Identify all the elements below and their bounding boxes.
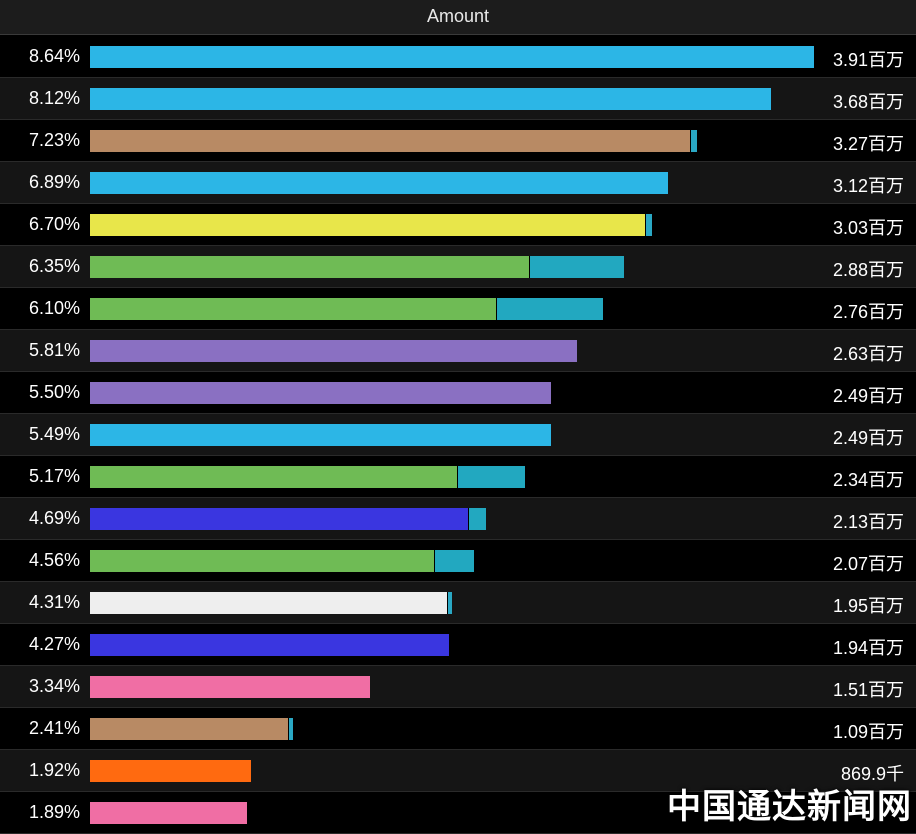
percent-label: 1.92%: [28, 760, 80, 780]
bar-segment: [90, 550, 434, 572]
bar-segment: [90, 88, 771, 110]
percent-label: 5.17%: [28, 466, 80, 486]
percent-label: 4.69%: [28, 508, 80, 528]
bar-segment-secondary: [457, 466, 525, 488]
percent-label: 2.41%: [28, 718, 80, 738]
bar-segment-secondary: [496, 298, 603, 320]
bar-segment-secondary: [529, 256, 624, 278]
bar-segment: [90, 130, 690, 152]
bar-segment: [90, 592, 447, 614]
bar-row: 4.69% 2.13百万: [0, 498, 916, 540]
percent-label: 8.12%: [28, 88, 80, 108]
amount-label: 3.03百万: [832, 218, 904, 238]
bar-row: 6.10% 2.76百万: [0, 288, 916, 330]
amount-label: 2.13百万: [832, 512, 904, 532]
bar-row: 2.41% 1.09百万: [0, 708, 916, 750]
bar-row: 7.23% 3.27百万: [0, 120, 916, 162]
bar-row: 6.89% 3.12百万: [0, 162, 916, 204]
bar-segment: [90, 340, 577, 362]
amount-label: 3.91百万: [832, 50, 904, 70]
percent-label: 6.70%: [28, 214, 80, 234]
bar-segment-secondary: [645, 214, 652, 236]
amount-label: 2.76百万: [832, 302, 904, 322]
bar-segment-secondary: [288, 718, 293, 740]
chart-header: Amount: [0, 0, 916, 35]
amount-label: 2.63百万: [832, 344, 904, 364]
bar-segment: [90, 466, 457, 488]
bar-segment: [90, 298, 496, 320]
bar-segment-secondary: [690, 130, 697, 152]
amount-label: 2.49百万: [832, 386, 904, 406]
bar-row: 5.17% 2.34百万: [0, 456, 916, 498]
bar-row: 8.64% 3.91百万: [0, 36, 916, 78]
amount-label: 2.34百万: [832, 470, 904, 490]
bar-row: 6.70% 3.03百万: [0, 204, 916, 246]
percent-label: 6.89%: [28, 172, 80, 192]
percent-label: 7.23%: [28, 130, 80, 150]
bar-segment: [90, 802, 247, 824]
bar-row: 1.92% 869.9千: [0, 750, 916, 792]
percent-label: 3.34%: [28, 676, 80, 696]
amount-label: 1.94百万: [832, 638, 904, 658]
amount-label: 1.95百万: [832, 596, 904, 616]
bar-segment: [90, 46, 814, 68]
bar-row: 4.31% 1.95百万: [0, 582, 916, 624]
percent-label: 6.10%: [28, 298, 80, 318]
bar-segment: [90, 214, 645, 236]
bar-row: 8.12% 3.68百万: [0, 78, 916, 120]
percent-label: 6.35%: [28, 256, 80, 276]
bar-row: 1.89%: [0, 792, 916, 834]
amount-label: 3.68百万: [832, 92, 904, 112]
bar-segment: [90, 508, 468, 530]
amount-label: 2.07百万: [832, 554, 904, 574]
amount-label: 2.49百万: [832, 428, 904, 448]
bar-row: 5.81% 2.63百万: [0, 330, 916, 372]
bar-segment: [90, 424, 551, 446]
bar-segment-secondary: [468, 508, 486, 530]
bar-segment: [90, 382, 551, 404]
amount-label: 1.51百万: [832, 680, 904, 700]
bar-segment-secondary: [447, 592, 452, 614]
bar-segment-secondary: [434, 550, 474, 572]
bar-segment: [90, 760, 251, 782]
bar-row: 3.34% 1.51百万: [0, 666, 916, 708]
percent-label: 8.64%: [28, 46, 80, 66]
percent-label: 4.27%: [28, 634, 80, 654]
amount-label: 3.27百万: [832, 134, 904, 154]
amount-label: 2.88百万: [832, 260, 904, 280]
amount-label: 3.12百万: [832, 176, 904, 196]
percent-label: 5.49%: [28, 424, 80, 444]
bar-segment: [90, 676, 370, 698]
watermark-text: 中国通达新闻网: [667, 788, 912, 826]
percent-label: 5.81%: [28, 340, 80, 360]
bar-segment: [90, 256, 529, 278]
bar-segment: [90, 718, 288, 740]
bar-row: 5.50% 2.49百万: [0, 372, 916, 414]
bar-row: 4.27% 1.94百万: [0, 624, 916, 666]
bar-row: 5.49% 2.49百万: [0, 414, 916, 456]
percent-label: 4.56%: [28, 550, 80, 570]
column-title: Amount: [426, 6, 490, 26]
bar-row: 4.56% 2.07百万: [0, 540, 916, 582]
amount-label: 869.9千: [840, 764, 904, 784]
bar-segment: [90, 634, 449, 656]
amount-label: 1.09百万: [832, 722, 904, 742]
percent-label: 5.50%: [28, 382, 80, 402]
percent-label: 4.31%: [28, 592, 80, 612]
bar-row: 6.35% 2.88百万: [0, 246, 916, 288]
percent-label: 1.89%: [28, 802, 80, 822]
bar-segment: [90, 172, 668, 194]
